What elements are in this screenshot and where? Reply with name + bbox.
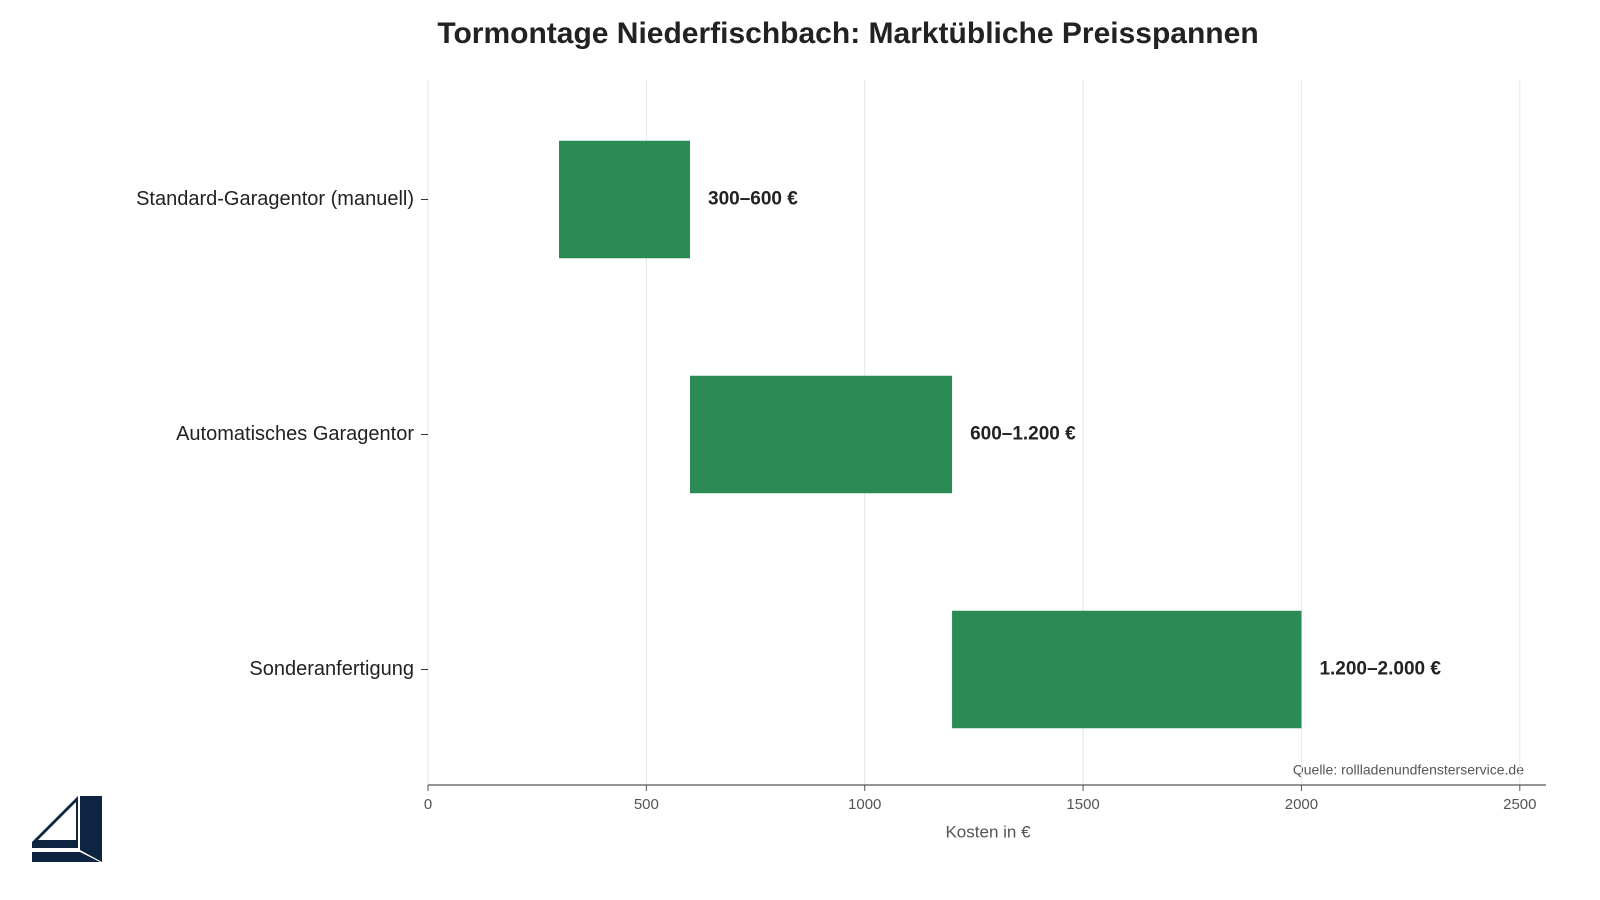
y-tick-label: Automatisches Garagentor bbox=[176, 423, 414, 445]
chart-title: Tormontage Niederfischbach: Marktübliche… bbox=[437, 17, 1258, 50]
x-axis-label: Kosten in € bbox=[945, 822, 1031, 841]
value-label: 1.200–2.000 € bbox=[1319, 659, 1441, 680]
y-tick-label: Sonderanfertigung bbox=[249, 658, 414, 680]
logo bbox=[32, 796, 102, 862]
x-tick-label: 2500 bbox=[1503, 796, 1536, 813]
bar bbox=[690, 375, 953, 494]
value-label: 300–600 € bbox=[708, 189, 798, 210]
value-label: 600–1.200 € bbox=[970, 424, 1076, 445]
x-tick-label: 500 bbox=[634, 796, 659, 813]
x-tick-label: 2000 bbox=[1285, 796, 1318, 813]
x-tick-label: 1000 bbox=[848, 796, 881, 813]
bar bbox=[952, 610, 1302, 729]
x-tick-label: 1500 bbox=[1066, 796, 1099, 813]
x-tick-label: 0 bbox=[424, 796, 432, 813]
source-note: Quelle: rollladenundfensterservice.de bbox=[1293, 762, 1524, 778]
bar bbox=[559, 140, 691, 259]
y-tick-label: Standard-Garagentor (manuell) bbox=[136, 188, 414, 210]
